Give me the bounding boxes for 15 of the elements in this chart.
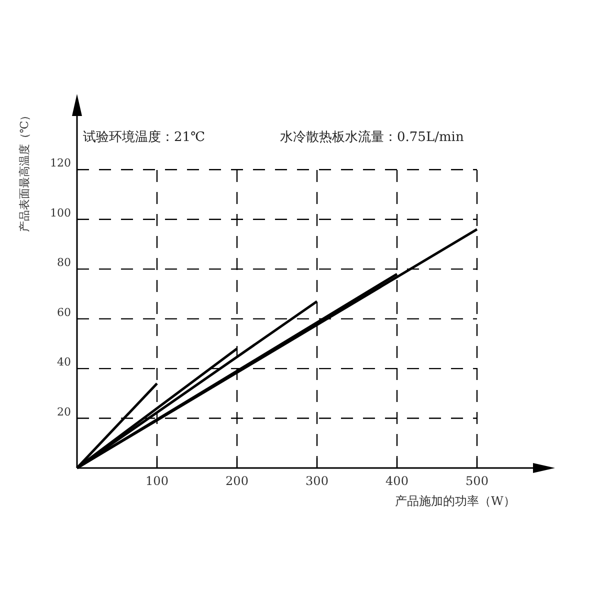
x-tick-label: 500	[466, 474, 488, 488]
y-tick-label: 100	[50, 206, 71, 220]
x-tick-label: 100	[146, 474, 168, 488]
x-axis-title: 产品施加的功率（W）	[395, 494, 516, 508]
annotation: 水冷散热板水流量：0.75L/min	[280, 129, 464, 145]
y-axis-title: 产品表面最高温度（℃）	[18, 110, 31, 232]
y-tick-label: 60	[57, 306, 71, 319]
y-tick-label: 20	[57, 405, 71, 418]
y-tick-label: 40	[57, 356, 71, 369]
x-tick-label: 200	[226, 474, 248, 488]
y-tick-label: 120	[50, 156, 71, 170]
y-tick-label: 80	[57, 256, 71, 270]
x-tick-label: 300	[306, 474, 328, 488]
x-tick-label: 400	[386, 474, 408, 488]
annotation: 试验环境温度：21℃	[83, 129, 206, 145]
